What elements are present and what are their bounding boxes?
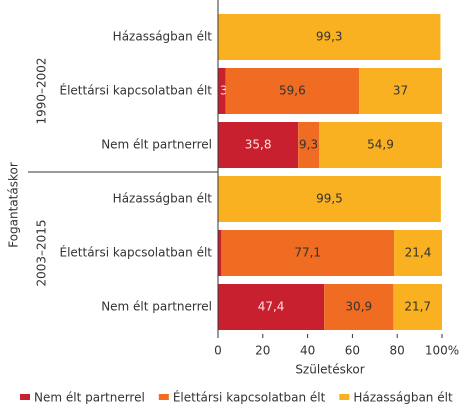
bar-segment — [393, 284, 442, 330]
data-label: 21,4 — [405, 246, 432, 260]
bar-segment — [225, 68, 360, 114]
y-tick-label: Házasságban élt — [113, 30, 213, 44]
x-tick-label: 0 — [214, 344, 222, 358]
bar-segment — [221, 230, 395, 276]
x-axis-label: Születéskor — [295, 363, 364, 377]
legend-marker — [339, 394, 350, 400]
bar-segment — [218, 14, 441, 60]
data-label: 99,5 — [316, 192, 343, 206]
legend-label: Házasságban élt — [353, 391, 453, 405]
data-label: 47,4 — [258, 300, 285, 314]
y-tick-label: Nem élt partnerrel — [101, 300, 212, 314]
data-label: 59,6 — [279, 84, 306, 98]
bar-segment — [218, 176, 441, 222]
bar-segment — [324, 284, 394, 330]
data-label: 35,8 — [245, 138, 272, 152]
data-label: 99,3 — [316, 30, 343, 44]
bar-segment — [218, 122, 299, 168]
bar-segment — [298, 122, 320, 168]
y-tick-label: Házasságban élt — [113, 192, 213, 206]
data-label: 37 — [393, 84, 408, 98]
data-label: 54,9 — [367, 138, 394, 152]
bar-segment — [218, 230, 222, 276]
y-tick-label: Élettársi kapcsolatban élt — [59, 83, 212, 98]
bar-segment — [394, 230, 442, 276]
legend-marker — [20, 394, 30, 400]
group-label: 1990–2002 — [35, 57, 49, 124]
group-label: 2003–2015 — [35, 219, 49, 286]
data-label: 21,7 — [404, 300, 431, 314]
data-label: 9,3 — [299, 138, 318, 152]
x-tick-label: 80 — [390, 344, 405, 358]
x-tick-label: 40 — [300, 344, 315, 358]
x-tick-label: 20 — [255, 344, 270, 358]
y-tick-label: Élettársi kapcsolatban élt — [59, 245, 212, 260]
y-tick-label: Nem élt partnerrel — [101, 138, 212, 152]
x-tick-label: 100% — [425, 344, 459, 358]
bar-segment — [319, 122, 442, 168]
legend-label: Élettársi kapcsolatban élt — [173, 390, 326, 405]
bar-segment — [218, 284, 325, 330]
legend-marker — [158, 394, 169, 400]
bar-segment — [359, 68, 442, 114]
bar-segment — [218, 68, 226, 114]
data-label: 30,9 — [345, 300, 372, 314]
data-label: 77,1 — [294, 246, 321, 260]
y-axis-label: Fogantatáskor — [7, 162, 21, 248]
legend-label: Nem élt partnerrel — [34, 391, 145, 405]
x-tick-label: 60 — [345, 344, 360, 358]
